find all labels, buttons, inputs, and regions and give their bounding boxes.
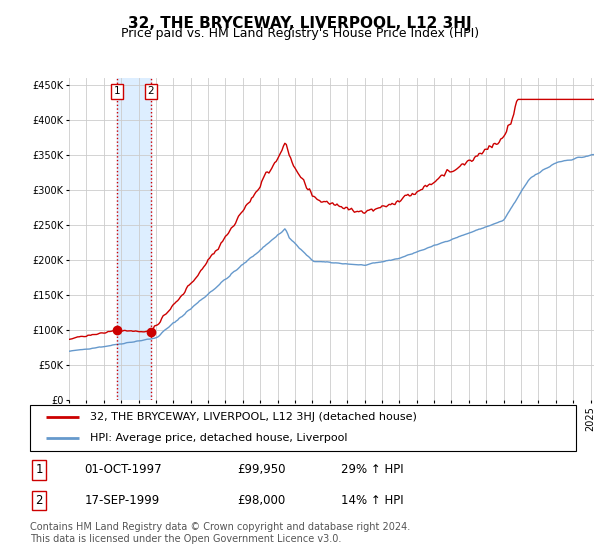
Text: 1: 1 bbox=[35, 463, 43, 476]
FancyBboxPatch shape bbox=[30, 405, 576, 451]
Text: 2: 2 bbox=[35, 494, 43, 507]
Text: 32, THE BRYCEWAY, LIVERPOOL, L12 3HJ: 32, THE BRYCEWAY, LIVERPOOL, L12 3HJ bbox=[128, 16, 472, 31]
Text: £98,000: £98,000 bbox=[238, 494, 286, 507]
Text: 2: 2 bbox=[148, 86, 154, 96]
Text: 14% ↑ HPI: 14% ↑ HPI bbox=[341, 494, 404, 507]
Text: £99,950: £99,950 bbox=[238, 463, 286, 476]
Bar bbox=[117, 78, 151, 400]
Text: 1: 1 bbox=[113, 86, 120, 96]
Text: 01-OCT-1997: 01-OCT-1997 bbox=[85, 463, 162, 476]
Text: Contains HM Land Registry data © Crown copyright and database right 2024.
This d: Contains HM Land Registry data © Crown c… bbox=[30, 522, 410, 544]
Text: 29% ↑ HPI: 29% ↑ HPI bbox=[341, 463, 404, 476]
Text: 32, THE BRYCEWAY, LIVERPOOL, L12 3HJ (detached house): 32, THE BRYCEWAY, LIVERPOOL, L12 3HJ (de… bbox=[90, 412, 417, 422]
Text: HPI: Average price, detached house, Liverpool: HPI: Average price, detached house, Live… bbox=[90, 433, 347, 444]
Text: Price paid vs. HM Land Registry's House Price Index (HPI): Price paid vs. HM Land Registry's House … bbox=[121, 27, 479, 40]
Text: 17-SEP-1999: 17-SEP-1999 bbox=[85, 494, 160, 507]
